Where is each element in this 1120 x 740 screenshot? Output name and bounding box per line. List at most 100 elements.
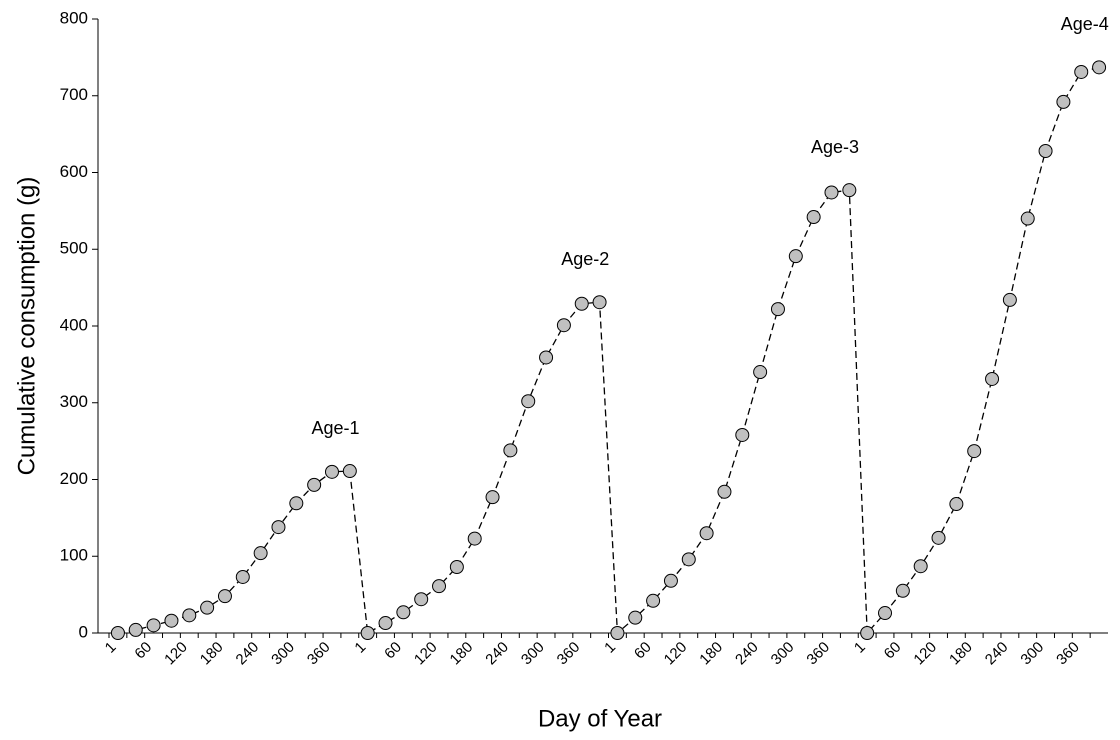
data-point [182, 608, 197, 623]
data-point [128, 622, 143, 637]
y-tick-label: 700 [60, 85, 88, 104]
y-tick-label: 400 [60, 315, 88, 334]
data-point [1002, 292, 1017, 307]
y-tick-label: 800 [60, 8, 88, 27]
data-point [1074, 64, 1089, 79]
data-point [556, 318, 571, 333]
x-tick-label: 300 [768, 639, 798, 669]
data-point [913, 559, 928, 574]
data-point [931, 530, 946, 545]
data-point [324, 464, 339, 479]
x-tick-label: 60 [381, 639, 405, 663]
data-point [485, 490, 500, 505]
data-point [521, 394, 536, 409]
x-tick-label: 240 [982, 639, 1012, 669]
data-point [253, 546, 268, 561]
data-point [824, 185, 839, 200]
data-point [200, 600, 215, 615]
y-tick-label: 200 [60, 469, 88, 488]
x-tick-label: 60 [131, 639, 155, 663]
x-tick-label: 180 [447, 639, 477, 669]
data-point [217, 589, 232, 604]
data-point [646, 593, 661, 608]
x-tick-label: 240 [482, 639, 512, 669]
data-point [307, 477, 322, 492]
data-point [842, 183, 857, 198]
y-tick-label: 300 [60, 392, 88, 411]
data-point [895, 583, 910, 598]
x-tick-label: 300 [1017, 639, 1047, 669]
data-point [663, 573, 678, 588]
x-tick-label: 240 [233, 639, 263, 669]
data-point [539, 350, 554, 365]
data-point [628, 610, 643, 625]
annotation: Age-1 [312, 418, 360, 438]
data-point [753, 365, 768, 380]
data-point [699, 526, 714, 541]
data-point [985, 371, 1000, 386]
x-tick-label: 1 [102, 639, 120, 657]
data-point [414, 592, 429, 607]
x-tick-label: 120 [910, 639, 940, 669]
x-axis-title: Day of Year [538, 705, 662, 732]
data-point [610, 626, 625, 640]
data-point [1020, 211, 1035, 226]
data-point [146, 618, 161, 633]
data-point [449, 559, 464, 574]
data-point [164, 613, 179, 628]
x-tick-label: 300 [268, 639, 298, 669]
x-tick-label: 60 [881, 639, 905, 663]
data-point [289, 496, 304, 511]
x-tick-label: 360 [304, 639, 334, 669]
data-point [592, 295, 607, 310]
y-tick-label: 0 [79, 622, 88, 641]
data-point [1092, 60, 1107, 75]
x-tick-label: 120 [161, 639, 191, 669]
x-tick-label: 120 [661, 639, 691, 669]
x-tick-label: 180 [696, 639, 726, 669]
x-tick-label: 180 [197, 639, 227, 669]
y-tick-label: 600 [60, 162, 88, 181]
x-tick-label: 360 [554, 639, 584, 669]
x-tick-label: 300 [518, 639, 548, 669]
data-point [806, 210, 821, 225]
data-point [1038, 144, 1053, 159]
x-tick-label: 360 [1053, 639, 1083, 669]
data-point [235, 569, 250, 584]
annotation: Age-3 [811, 137, 859, 157]
x-tick-label: 60 [631, 639, 655, 663]
data-point [770, 302, 785, 317]
data-line [117, 66, 1100, 635]
data-point [342, 464, 357, 479]
data-point [681, 552, 696, 567]
data-point [503, 443, 518, 458]
x-tick-label: 180 [946, 639, 976, 669]
data-point [788, 249, 803, 264]
data-point [574, 296, 589, 311]
data-point [1056, 94, 1071, 109]
y-axis-title: Cumulative consumption (g) [13, 177, 40, 476]
x-tick-label: 240 [732, 639, 762, 669]
x-tick-label: 1 [601, 639, 619, 657]
data-point [432, 579, 447, 594]
data-point [271, 520, 286, 535]
data-point [378, 616, 393, 631]
data-point [878, 606, 893, 621]
data-point [967, 444, 982, 459]
data-point [717, 484, 732, 499]
data-point [949, 497, 964, 512]
x-tick-label: 1 [851, 639, 869, 657]
data-point [360, 626, 375, 640]
x-tick-label: 1 [351, 639, 369, 657]
annotation: Age-2 [561, 249, 609, 269]
data-point [860, 626, 875, 640]
x-tick-label: 120 [411, 639, 441, 669]
x-tick-label: 360 [803, 639, 833, 669]
data-point [396, 605, 411, 620]
data-point [735, 427, 750, 442]
y-tick-label: 100 [60, 546, 88, 565]
y-tick-label: 500 [60, 239, 88, 258]
annotation: Age-4 [1061, 14, 1109, 34]
data-point [467, 531, 482, 546]
